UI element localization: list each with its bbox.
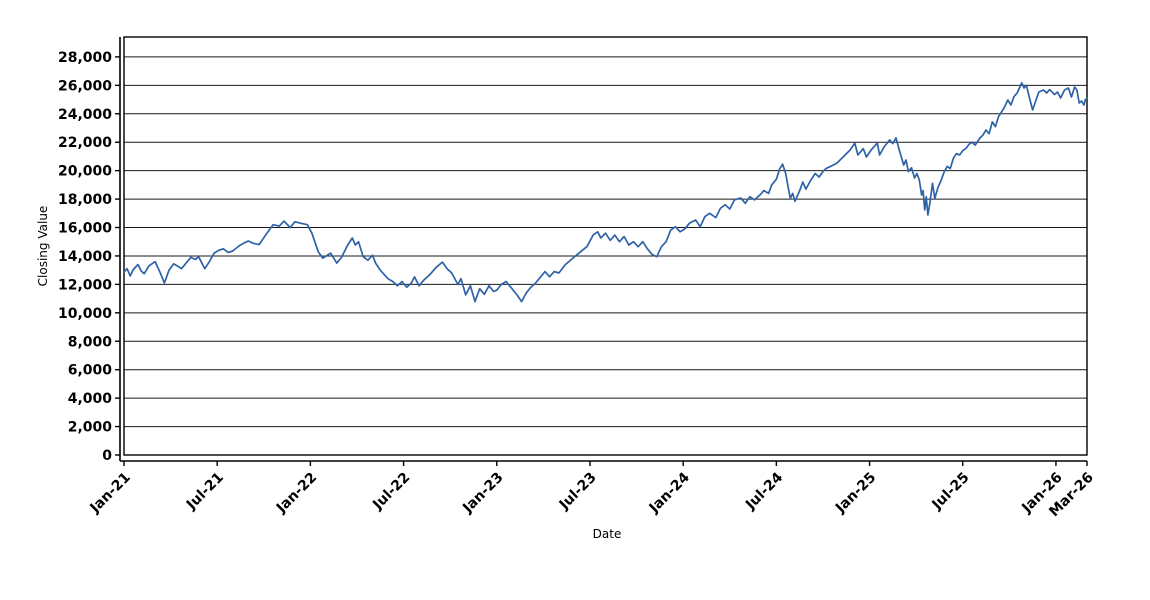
y-tick-label: 0: [102, 448, 112, 464]
x-axis-title: Date: [593, 527, 622, 541]
plot-border: [123, 36, 1088, 456]
y-tick-label: 18,000: [58, 192, 112, 208]
x-tick-label: Jul-25: [929, 470, 973, 514]
x-axis-ticks: Jan-21 Jul-21 Jan-22 Jul-22 Jan-23 Jul-23 Jan-…: [87, 461, 1097, 520]
y-tick-label: 2,000: [68, 420, 113, 436]
y-tick-label: 24,000: [58, 107, 112, 123]
y-tick-label: 12,000: [58, 277, 112, 293]
y-tick-label: 14,000: [58, 249, 112, 265]
y-tick-label: 8,000: [68, 334, 113, 350]
y-tick-label: 4,000: [68, 391, 113, 407]
y-axis-ticks: 0 2,000 4,000 6,000 8,000 10,000 12,000 14,000 1…: [58, 50, 120, 464]
x-tick-label: Jan-21: [87, 470, 134, 517]
x-tick-label: Jul-23: [556, 470, 600, 514]
x-tick-label: Jul-24: [742, 469, 786, 513]
x-tick-label: Jan-25: [832, 470, 879, 517]
y-axis-title: Closing Value: [36, 206, 50, 287]
series-closing-value-line: [123, 82, 1088, 303]
x-tick-label: Jan-24: [646, 469, 693, 516]
y-tick-label: 16,000: [58, 221, 112, 237]
x-tick-label: Jan-23: [459, 470, 506, 517]
y-tick-label: 10,000: [58, 306, 112, 322]
x-tick-label: Jul-22: [369, 470, 413, 514]
y-tick-label: 20,000: [58, 164, 112, 180]
y-tick-label: 26,000: [58, 78, 112, 94]
y-tick-label: 28,000: [58, 50, 112, 66]
y-tick-label: 22,000: [58, 135, 112, 151]
gridlines: [124, 56, 1087, 428]
y-tick-label: 6,000: [68, 363, 113, 379]
x-tick-label: Jul-21: [183, 470, 227, 514]
x-tick-label: Jan-22: [273, 470, 320, 517]
